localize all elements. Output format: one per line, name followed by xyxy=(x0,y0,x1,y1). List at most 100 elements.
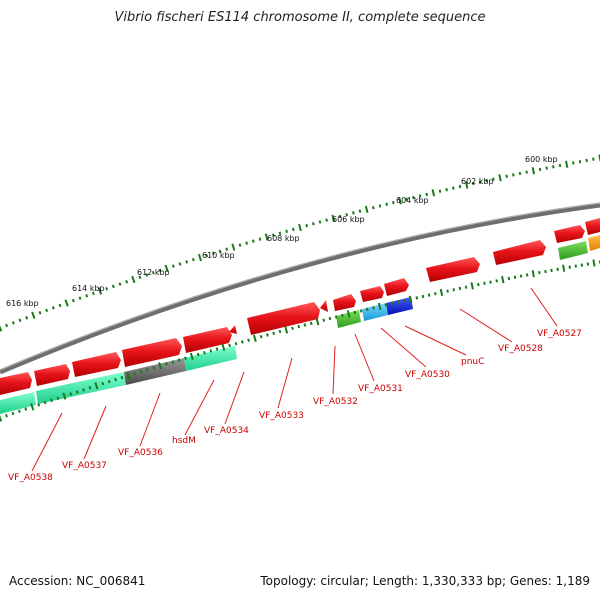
scale-tick-row xyxy=(0,154,600,332)
scale-label: 614 kbp xyxy=(72,284,105,293)
gene-leader-line xyxy=(459,308,513,343)
tick-mark xyxy=(11,411,15,416)
gene-label: VF_A0530 xyxy=(405,370,450,380)
tick-mark xyxy=(377,302,382,311)
tick-mark xyxy=(351,211,355,215)
tick-mark xyxy=(544,269,547,274)
tick-mark xyxy=(238,243,242,247)
gene-leader-line xyxy=(380,327,427,368)
cds-feature xyxy=(34,364,70,386)
tick-mark xyxy=(285,229,289,234)
green-feature xyxy=(558,241,588,260)
tick-mark xyxy=(322,318,326,322)
tick-mark xyxy=(518,171,522,176)
gene-leader-line xyxy=(224,371,245,425)
tick-mark xyxy=(325,218,329,222)
tick-mark xyxy=(390,301,394,306)
tick-mark xyxy=(131,275,136,284)
tick-mark xyxy=(309,321,313,326)
tick-mark xyxy=(365,307,369,312)
cds-feature xyxy=(384,278,409,296)
tick-mark xyxy=(245,241,249,245)
tick-mark xyxy=(298,223,302,232)
tick-mark xyxy=(111,284,115,289)
tick-mark xyxy=(197,253,203,262)
tick-mark xyxy=(185,260,189,264)
gene-label: VF_A0536 xyxy=(118,448,163,458)
cds-feature xyxy=(247,302,320,335)
tick-mark xyxy=(396,300,400,304)
tick-mark xyxy=(592,259,596,267)
tick-mark xyxy=(452,288,456,292)
gene-leader-line xyxy=(31,412,63,472)
tick-mark xyxy=(345,212,349,217)
cds-feature xyxy=(229,325,237,334)
tick-mark xyxy=(513,275,517,279)
tick-mark xyxy=(421,294,425,299)
tick-mark xyxy=(305,223,309,228)
tick-mark xyxy=(126,371,131,380)
tick-mark xyxy=(78,296,82,300)
cds-track xyxy=(0,218,600,395)
gene-label-group: VF_A0538 VF_A0537 VF_A0536 hsdM VF_A0534 VF_A… xyxy=(8,329,582,483)
tick-mark xyxy=(171,264,175,268)
tick-mark xyxy=(18,318,22,323)
tick-mark xyxy=(0,414,3,422)
gene-leader-line xyxy=(184,379,215,436)
tick-mark xyxy=(71,298,75,303)
tick-mark xyxy=(38,311,42,315)
tick-mark xyxy=(234,341,238,346)
gene-leader-line xyxy=(277,357,293,409)
tick-mark xyxy=(133,371,137,376)
tick-mark xyxy=(205,253,209,258)
tick-mark xyxy=(353,310,357,315)
tick-mark xyxy=(5,414,8,418)
tick-mark xyxy=(550,268,553,273)
tick-mark xyxy=(358,209,362,213)
tick-mark xyxy=(231,243,236,251)
tick-mark xyxy=(359,309,363,313)
gene-label: VF_A0527 xyxy=(537,329,582,339)
gene-leader-lines xyxy=(31,287,558,472)
scale-label: 608 kbp xyxy=(267,234,300,243)
gene-label: VF_A0531 xyxy=(358,384,403,394)
tick-mark xyxy=(203,350,206,355)
cds-feature xyxy=(333,294,356,311)
tick-mark xyxy=(415,296,419,300)
tick-mark xyxy=(17,409,21,414)
tick-mark xyxy=(495,279,498,283)
tick-mark xyxy=(107,379,111,384)
tick-mark xyxy=(492,177,495,181)
tick-mark xyxy=(211,251,215,256)
tick-mark xyxy=(501,276,505,284)
tick-mark xyxy=(378,204,382,208)
tick-mark xyxy=(405,197,408,201)
feature-track xyxy=(0,235,600,414)
tick-mark xyxy=(556,267,559,271)
tick-mark xyxy=(120,375,124,380)
tick-mark xyxy=(364,205,369,214)
tick-mark xyxy=(278,329,282,334)
map-title: Vibrio fischeri ES114 chromosome II, com… xyxy=(114,10,486,25)
tick-mark xyxy=(125,280,129,284)
tick-mark xyxy=(271,233,275,237)
tick-mark xyxy=(485,178,488,183)
tick-mark xyxy=(418,194,422,198)
tick-mark xyxy=(558,163,562,168)
tick-mark xyxy=(572,161,575,165)
tick-mark xyxy=(384,303,388,307)
tick-mark xyxy=(438,189,442,193)
tick-mark xyxy=(391,200,395,205)
scale-label: 612 kbp xyxy=(137,268,170,277)
tick-mark xyxy=(585,158,588,163)
tick-mark xyxy=(458,184,462,189)
tick-mark xyxy=(158,362,163,370)
tick-mark xyxy=(452,186,455,190)
tick-mark xyxy=(88,386,92,390)
tick-mark xyxy=(425,192,428,197)
cds-feature xyxy=(320,300,328,312)
tick-mark xyxy=(151,271,155,275)
tick-mark xyxy=(574,264,578,268)
tick-mark xyxy=(346,310,351,318)
